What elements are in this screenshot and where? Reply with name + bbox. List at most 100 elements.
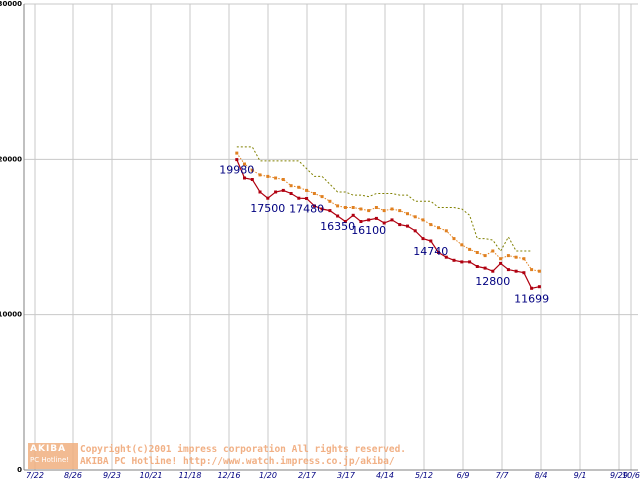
data-point-min [406,224,409,228]
y-tick-label: 10000 [0,311,22,319]
data-point-min [452,258,456,262]
data-point-min [250,178,254,181]
y-tick-label: 20000 [0,155,22,163]
x-tick-label: 6/9 [457,471,470,480]
data-point-average [312,192,316,195]
data-label: 12800 [475,275,510,288]
data-point-average [382,209,386,213]
data-point-average [281,178,285,181]
akiba-logo: AKIBA PC Hotline! [28,443,78,469]
data-point-average [460,243,464,247]
data-point-average [305,188,309,192]
data-point-average [491,249,495,253]
data-point-min [243,176,246,180]
data-point-min [328,209,332,213]
data-point-average [390,207,394,211]
y-tick-label: 0 [17,466,22,474]
data-point-average [413,215,417,219]
data-point-min [320,207,324,211]
data-point-min [506,268,510,272]
x-tick-label: 9/29 [610,471,628,480]
x-tick-label: 11/18 [178,471,201,480]
data-point-average [475,251,479,254]
chart-gridlines [24,3,638,471]
data-point-average [250,168,254,172]
data-point-average [266,174,270,178]
logo-text-top: AKIBA [30,444,67,454]
data-label: 17480 [289,203,324,216]
series-line-max [236,146,532,252]
x-axis-tick-labels: 7/22 8/26 9/23 10/21 11/18 12/16 1/20 2/17 3/17 4… [26,471,640,480]
data-point-average [351,206,355,209]
data-point-average [499,257,503,261]
data-point-min [336,214,340,218]
x-tick-label: 10/21 [139,471,162,480]
data-point-average [274,176,278,180]
y-tick-label: 30000 [0,0,22,8]
data-point-average [537,269,541,273]
series-line-average [236,152,540,272]
copyright-watermark: AKIBA PC Hotline! Copyright(c)2001 impre… [28,443,548,469]
x-tick-label: 8/4 [535,471,548,480]
x-tick-label: 9/23 [103,471,121,480]
x-tick-label: 8/26 [64,471,82,480]
x-tick-label: 7/7 [496,471,510,480]
data-point-average [421,218,425,222]
y-axis-tick-labels: 0 10000 20000 30000 [0,0,22,474]
data-point-min [281,188,285,192]
data-point-average [374,206,378,209]
data-point-min [297,196,301,200]
x-tick-label: 12/16 [217,471,240,480]
data-label: 16100 [351,224,386,237]
data-point-min [312,204,316,208]
data-point-min [359,220,363,223]
data-point-min [274,190,278,194]
data-point-average [468,247,472,251]
data-point-average [367,209,371,213]
data-point-min [475,265,479,268]
data-point-average [530,268,534,272]
data-point-min [398,223,402,227]
data-point-average [343,206,347,209]
data-point-min [266,196,270,200]
data-point-min [530,286,534,290]
data-point-min [491,269,495,273]
data-point-average [398,209,402,213]
data-label: 17500 [250,202,285,215]
x-tick-label: 5/12 [415,471,433,480]
data-point-average [336,204,340,208]
x-tick-label: 1/20 [259,471,277,480]
logo-text-bottom: PC Hotline! [30,456,70,464]
data-point-min [258,190,262,194]
data-point-min [390,218,394,222]
data-point-min [444,255,448,259]
data-point-average [328,199,332,203]
data-point-min [499,261,503,265]
data-label: 16350 [320,220,355,233]
x-tick-label: 3/17 [337,471,356,480]
chart-axes [23,4,638,471]
data-point-average [235,151,239,155]
data-point-average [406,212,409,216]
data-point-average [359,207,363,211]
x-tick-label: 10/6 [622,471,640,480]
data-point-min [289,192,293,195]
data-point-average [514,255,518,259]
data-point-min [367,218,371,222]
data-point-average [243,162,246,166]
series-line-min [236,159,540,289]
data-point-min [522,271,526,275]
data-point-min [429,239,433,243]
data-point-min [374,216,378,220]
data-point-min [468,260,472,264]
chart-series [235,146,541,290]
data-point-average [297,185,301,189]
data-point-min [343,220,347,223]
data-point-average [506,254,510,258]
data-point-min [537,285,541,289]
x-tick-label: 2/17 [298,471,317,480]
data-label: 11699 [514,292,549,305]
data-point-average [444,229,448,233]
